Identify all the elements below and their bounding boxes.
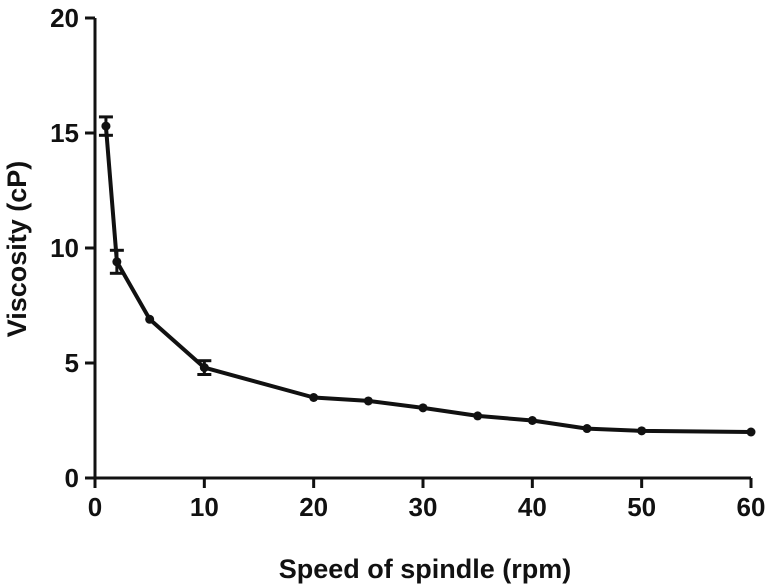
data-point: [473, 411, 483, 421]
x-tick-label: 30: [409, 492, 438, 522]
y-tick-label: 0: [65, 463, 79, 493]
x-tick-label: 10: [190, 492, 219, 522]
data-point: [112, 257, 122, 267]
x-tick-label: 20: [299, 492, 328, 522]
x-axis-ticks: 0 10 20 30 40 50 60: [88, 478, 766, 522]
y-tick-label: 5: [65, 348, 79, 378]
data-point: [145, 314, 155, 324]
x-tick-label: 50: [627, 492, 656, 522]
data-point: [582, 424, 592, 434]
y-axis-title: Viscosity (cP): [2, 161, 32, 338]
data-point: [363, 396, 373, 406]
x-tick-label: 60: [737, 492, 766, 522]
x-axis-title: Speed of spindle (rpm): [279, 554, 572, 584]
y-tick-label: 20: [50, 3, 79, 33]
data-point: [527, 416, 537, 425]
data-point: [746, 427, 756, 437]
data-points: [101, 121, 756, 437]
series-line: [103, 125, 752, 434]
data-point: [418, 403, 428, 413]
data-point: [637, 426, 647, 436]
data-point: [101, 121, 111, 131]
data-point: [199, 363, 209, 373]
data-point: [309, 393, 319, 402]
x-tick-label: 40: [518, 492, 547, 522]
y-tick-label: 15: [50, 118, 79, 148]
y-tick-label: 10: [50, 233, 79, 263]
x-tick-label: 0: [88, 492, 102, 522]
y-axis-ticks: 0 5 10 15 20: [50, 3, 95, 493]
